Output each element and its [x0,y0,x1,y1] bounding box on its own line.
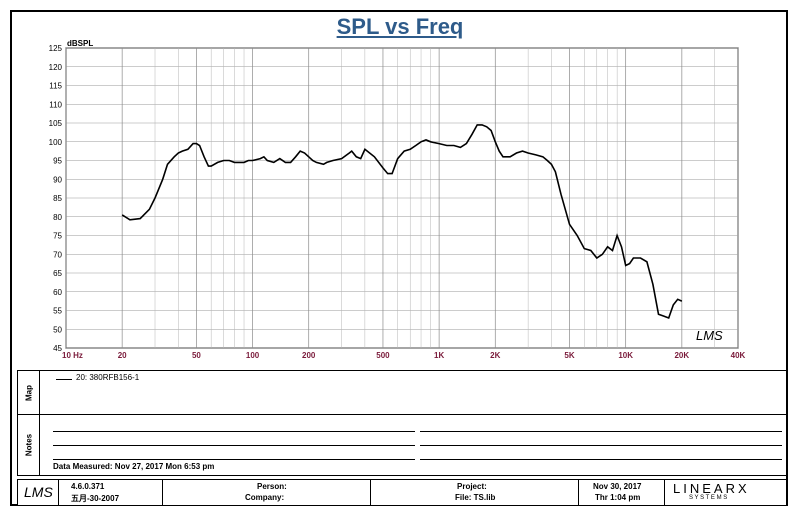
notes-line [420,431,782,432]
notes-line [420,459,782,460]
y-tick-label: 80 [53,213,62,222]
y-tick-label: 85 [53,194,62,203]
file-label: File: TS.lib [455,493,496,502]
notes-label: Notes [24,433,33,457]
person-label: Person: [257,482,287,491]
notes-line [53,431,415,432]
build-date-text: 五月-30-2007 [71,494,120,503]
x-tick-label: 1K [434,351,444,360]
x-tick-label: 10 Hz [62,351,83,360]
date-cell: Nov 30, 2017 Thr 1:04 pm [578,480,664,505]
brand-cell: LINEARX S Y S T E M S [664,480,786,505]
x-tick-label: 20K [674,351,689,360]
y-tick-label: 90 [53,175,62,184]
x-tick-label: 20 [118,351,127,360]
y-tick-label: 115 [49,82,62,91]
legend-entry: 20: 380RFB156-1 [76,373,140,382]
x-tick-label: 5K [564,351,574,360]
systems-text: S Y S T E M S [689,495,728,501]
company-label: Company: [245,493,285,502]
y-tick-label: 95 [53,157,62,166]
spl-chart: 45 50 55 60 65 70 75 80 85 90 95 100 105 110 115 120 125… [49,39,746,360]
project-label: Project: [457,482,487,491]
version-text: 4.6.0.371 [71,482,105,491]
y-tick-label: 45 [53,344,62,353]
y-tick-label: 110 [49,100,62,109]
project-cell: Project: File: TS.lib [370,480,578,505]
y-tick-label: 125 [49,44,63,53]
linearx-logo: LINEARX [673,481,750,496]
chart-title: SPL vs Freq [336,14,464,39]
notes-line [53,459,415,460]
map-side-label: Map [18,371,40,415]
map-label: Map [24,385,33,401]
map-panel: Map 20: 380RFB156-1 [17,370,787,416]
x-tick-label: 500 [376,351,390,360]
y-tick-label: 70 [53,250,62,259]
time-text: Thr 1:04 pm [595,493,641,502]
notes-line [53,445,415,446]
y-tick-label: 60 [53,288,62,297]
y-tick-label: 55 [53,307,62,316]
x-tick-labels: 10 Hz 20 50 100 200 500 1K 2K 5K 10K 20K 40K [62,351,746,360]
lms-logo: LMS [24,484,53,500]
notes-side-label: Notes [18,415,40,475]
notes-line [420,445,782,446]
x-tick-label: 10K [618,351,633,360]
x-tick-label: 50 [192,351,201,360]
notes-panel: Notes Data Measured: Nov 27, 2017 Mon 6:… [17,414,787,476]
y-tick-label: 50 [53,325,62,334]
lms-watermark: LMS [696,328,723,343]
x-tick-label: 200 [302,351,316,360]
y-tick-label: 100 [49,138,63,147]
data-measured-text: Data Measured: Nov 27, 2017 Mon 6:53 pm [53,462,215,471]
y-tick-label: 65 [53,269,62,278]
legend-swatch [56,379,72,380]
person-cell: Person: Company: [162,480,370,505]
x-tick-label: 40K [731,351,746,360]
date-text: Nov 30, 2017 [593,482,642,491]
y-axis-label: dBSPL [67,39,93,48]
y-tick-label: 120 [49,63,63,72]
chart-grid [65,47,739,349]
footer-panel: LMS 4.6.0.371 五月-30-2007 Person: Company… [17,479,787,506]
y-tick-label: 75 [53,232,62,241]
version-cell: 4.6.0.371 五月-30-2007 [58,480,162,505]
y-tick-labels: 45 50 55 60 65 70 75 80 85 90 95 100 105 110 115 120 125 [49,44,63,353]
x-tick-label: 100 [246,351,260,360]
series-line-380RFB156-1 [121,124,683,320]
x-tick-label: 2K [490,351,500,360]
y-tick-label: 105 [49,119,63,128]
